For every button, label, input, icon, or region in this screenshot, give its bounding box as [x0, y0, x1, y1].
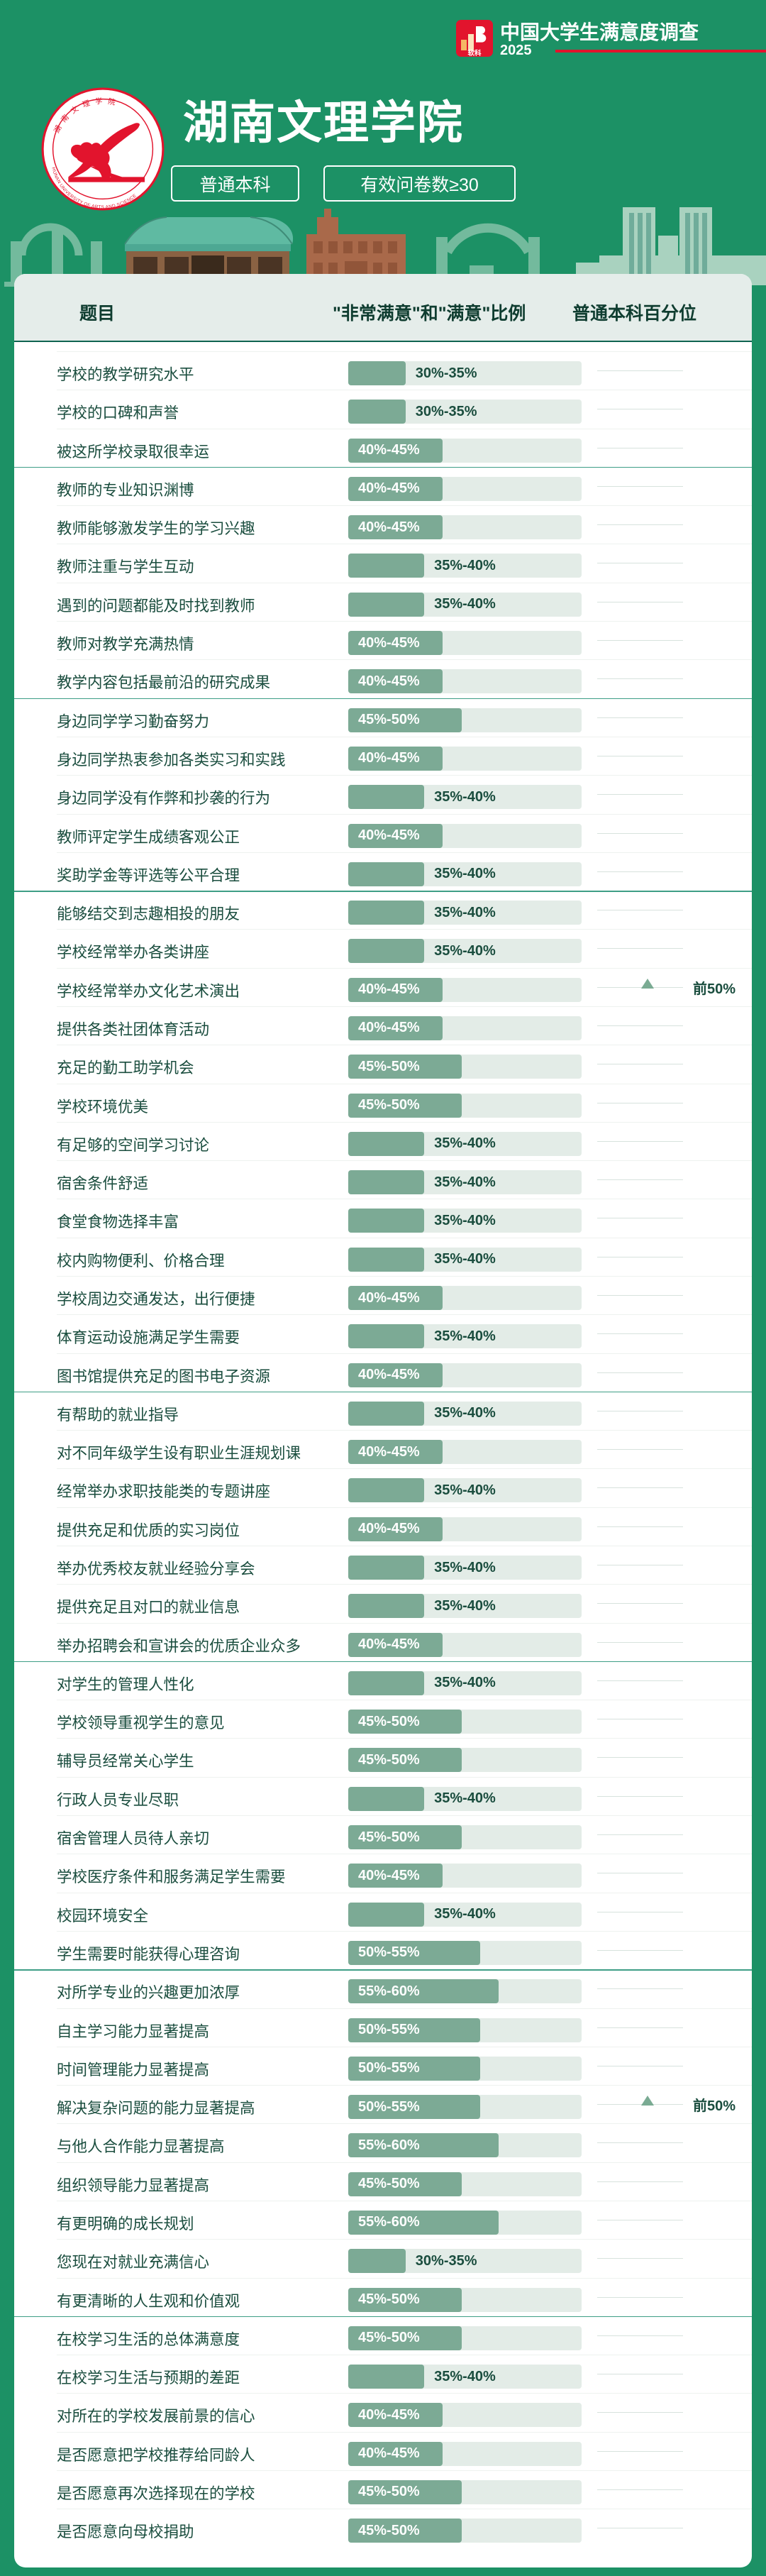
svg-text:软科: 软科 [467, 49, 482, 57]
